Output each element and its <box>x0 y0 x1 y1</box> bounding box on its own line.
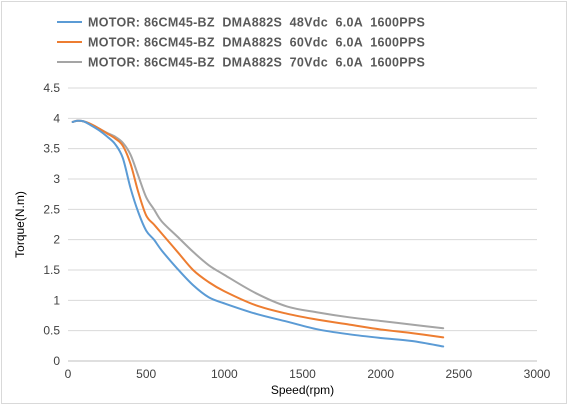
series-line-0 <box>71 119 445 348</box>
legend-entry-1: MOTOR: 86CM45-BZ DMA882S 60Vdc 6.0A 1600… <box>88 36 425 50</box>
grid-layer <box>68 87 537 332</box>
y-tick-label: 3 <box>53 172 60 186</box>
x-axis-label: Speed(rpm) <box>271 383 334 397</box>
y-tick-label: 1.5 <box>43 263 60 277</box>
legend: MOTOR: 86CM45-BZ DMA882S 48Vdc 6.0A 1600… <box>57 16 425 70</box>
y-tick-label: 0.5 <box>43 324 60 338</box>
x-tick-label: 1000 <box>211 367 238 381</box>
x-tick-label: 500 <box>136 367 156 381</box>
y-tick-label: 4 <box>53 111 60 125</box>
legend-entry-0: MOTOR: 86CM45-BZ DMA882S 48Vdc 6.0A 1600… <box>88 16 425 30</box>
y-tick-label: 3.5 <box>43 142 60 156</box>
x-tick-label: 1500 <box>289 367 316 381</box>
y-tick-label: 2 <box>53 233 60 247</box>
x-tick-labels: 0 500 1000 1500 2000 2500 3000 <box>65 367 551 381</box>
legend-entry-2: MOTOR: 86CM45-BZ DMA882S 70Vdc 6.0A 1600… <box>88 56 425 70</box>
y-tick-label: 1 <box>53 293 60 307</box>
x-tick-label: 0 <box>65 367 72 381</box>
y-tick-labels: 0 0.5 1 1.5 2 2.5 3 3.5 4 4.5 <box>43 81 60 368</box>
y-axis-label: Torque(N.m) <box>13 191 27 258</box>
series-line-1 <box>71 119 445 339</box>
y-tick-label: 4.5 <box>43 81 60 95</box>
x-tick-label: 3000 <box>524 367 551 381</box>
x-tick-label: 2500 <box>445 367 472 381</box>
series-layer <box>71 119 445 348</box>
y-tick-label: 0 <box>53 354 60 368</box>
series-line-2 <box>71 119 445 330</box>
y-tick-label: 2.5 <box>43 202 60 216</box>
x-tick-label: 2000 <box>367 367 394 381</box>
